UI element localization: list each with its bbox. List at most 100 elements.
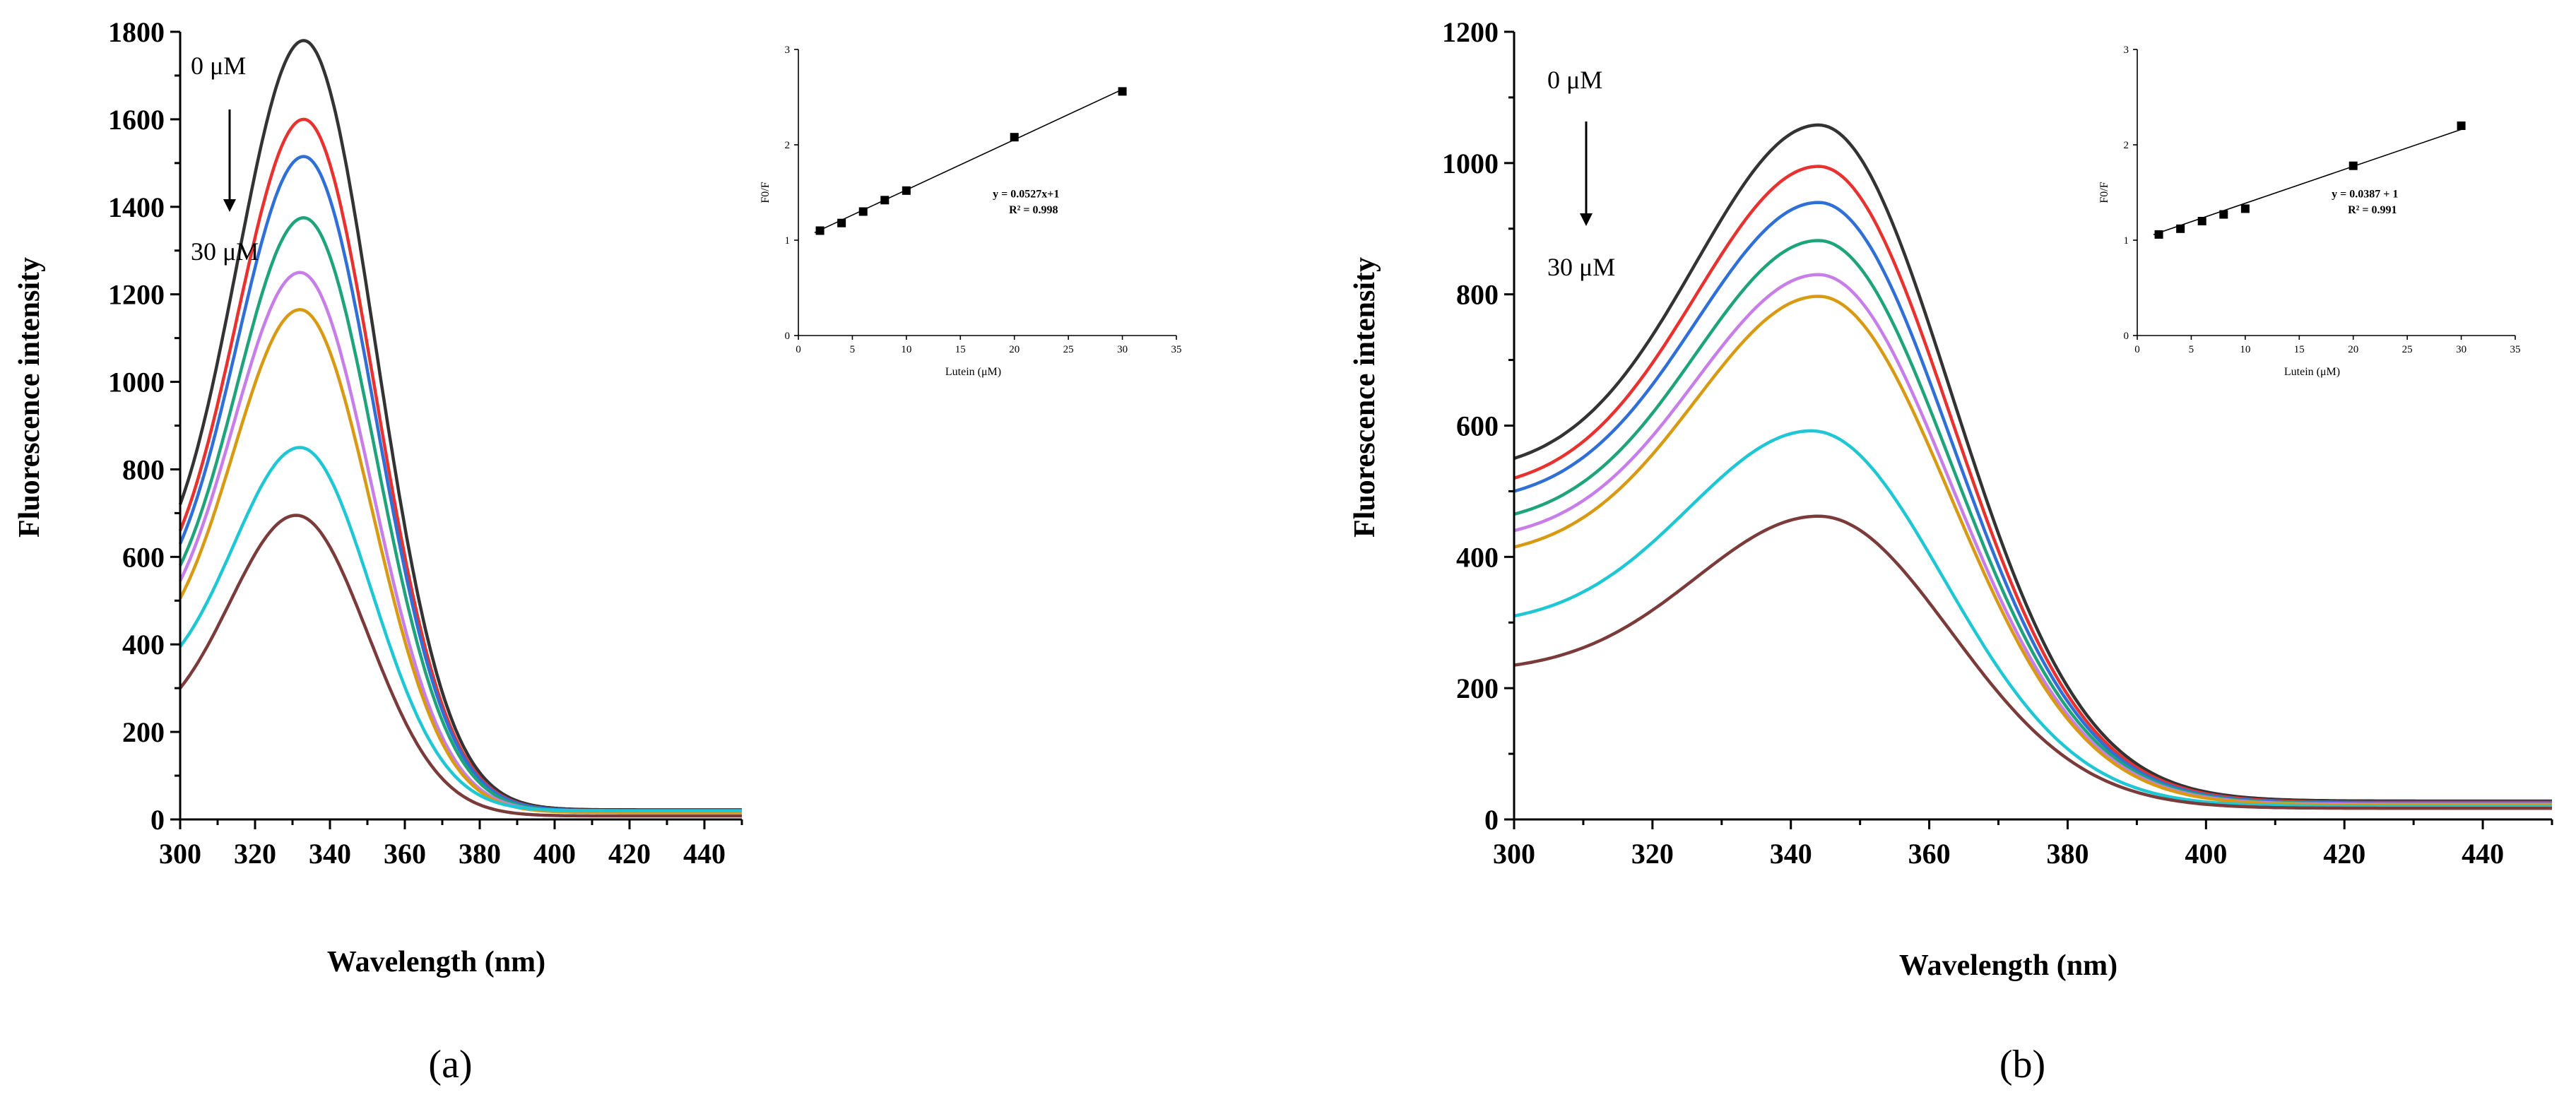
- inset-y-title: F0/F: [2098, 182, 2110, 203]
- arrow-bottom-label: 30 μM: [191, 237, 259, 266]
- x-tick-label: 300: [1493, 838, 1535, 870]
- inset-data-point: [880, 196, 890, 205]
- y-tick-label: 800: [122, 454, 165, 485]
- inset-x-tick-label: 25: [1063, 344, 1074, 355]
- inset-data-point: [1010, 133, 1019, 142]
- y-tick-label: 1000: [108, 367, 165, 398]
- inset-y-tick-label: 3: [2124, 45, 2129, 56]
- arrow-top-label: 0 μM: [191, 52, 246, 80]
- arrow-bottom-label: 30 μM: [1547, 253, 1615, 281]
- inset-x-tick-label: 5: [850, 344, 856, 355]
- series-line: [178, 216, 742, 814]
- inset-x-tick-label: 35: [1171, 344, 1182, 355]
- x-tick-label: 440: [683, 838, 726, 870]
- y-tick-label: 200: [1456, 672, 1499, 704]
- inset-data-point: [2154, 230, 2163, 239]
- series-line: [1513, 239, 2552, 805]
- panel-label: (a): [428, 1043, 472, 1086]
- arrow-head: [1580, 213, 1593, 226]
- inset-data-point: [2240, 204, 2250, 213]
- inset-x-tick-label: 35: [2510, 344, 2521, 355]
- inset-x-tick-label: 10: [2240, 344, 2250, 355]
- series-line: [179, 446, 742, 812]
- series-line: [178, 308, 742, 814]
- series-line: [178, 39, 742, 812]
- inset-y-tick-label: 1: [785, 235, 791, 247]
- inset-data-point: [858, 207, 868, 216]
- inset-data-point: [2219, 210, 2228, 219]
- y-tick-label: 400: [1456, 541, 1499, 573]
- inset-x-tick-label: 20: [1009, 344, 1020, 355]
- inset-r2: R² = 0.998: [1009, 204, 1058, 216]
- x-tick-label: 360: [384, 838, 426, 870]
- inset-x-title: Lutein (μM): [2284, 366, 2340, 378]
- inset-data-point: [1118, 87, 1127, 96]
- series-line: [1513, 165, 2552, 805]
- inset-equation: y = 0.0387 + 1: [2332, 188, 2398, 200]
- y-tick-label: 1400: [108, 191, 165, 223]
- x-tick-label: 400: [2185, 838, 2227, 870]
- inset-r2: R² = 0.991: [2348, 204, 2397, 216]
- inset-x-tick-label: 30: [1117, 344, 1128, 355]
- y-tick-label: 200: [122, 716, 165, 748]
- inset-x-tick-label: 20: [2348, 344, 2358, 355]
- inset-x-tick-label: 25: [2402, 344, 2413, 355]
- inset-x-tick-label: 15: [2294, 344, 2305, 355]
- inset-y-tick-label: 2: [785, 140, 791, 151]
- inset-x-title: Lutein (μM): [945, 366, 1001, 378]
- series-line: [179, 514, 742, 818]
- inset-x-tick-label: 10: [901, 344, 911, 355]
- inset-data-point: [2176, 224, 2185, 233]
- x-tick-label: 380: [459, 838, 501, 870]
- x-tick-label: 400: [533, 838, 576, 870]
- inset-y-tick-label: 3: [785, 45, 791, 56]
- y-tick-label: 1600: [108, 104, 165, 136]
- x-tick-label: 300: [159, 838, 201, 870]
- x-tick-label: 340: [1770, 838, 1812, 870]
- x-tick-label: 420: [608, 838, 651, 870]
- y-tick-label: 800: [1456, 279, 1499, 311]
- series-line: [1513, 514, 2552, 810]
- arrow-top-label: 0 μM: [1547, 66, 1602, 94]
- inset-x-tick-label: 5: [2189, 344, 2194, 355]
- inset-y-title: F0/F: [760, 182, 772, 203]
- inset-x-tick-label: 0: [796, 344, 801, 355]
- x-tick-label: 320: [234, 838, 276, 870]
- x-axis-title: Wavelength (nm): [327, 946, 545, 978]
- inset-data-point: [2197, 217, 2206, 225]
- inset-data-point: [2348, 161, 2358, 170]
- inset-y-tick-label: 1: [2124, 235, 2129, 247]
- y-tick-label: 1200: [1442, 16, 1499, 48]
- series-line: [178, 117, 742, 812]
- inset-data-point: [2457, 122, 2466, 130]
- inset-x-tick-label: 30: [2456, 344, 2466, 355]
- series-line: [1513, 123, 2552, 803]
- x-axis-title: Wavelength (nm): [1899, 949, 2117, 982]
- inset-x-tick-label: 0: [2134, 344, 2140, 355]
- inset-data-point: [815, 226, 825, 235]
- inset-y-tick-label: 0: [785, 331, 791, 342]
- series-line: [1513, 273, 2552, 806]
- y-tick-label: 1000: [1442, 148, 1499, 179]
- inset-y-tick-label: 2: [2124, 140, 2129, 151]
- y-tick-label: 1200: [108, 279, 165, 311]
- x-tick-label: 340: [309, 838, 351, 870]
- arrow-head: [223, 199, 236, 212]
- y-tick-label: 0: [1484, 804, 1499, 836]
- y-tick-label: 0: [150, 804, 165, 836]
- y-tick-label: 600: [122, 541, 165, 573]
- series-line: [1513, 429, 2552, 808]
- inset-data-point: [902, 186, 911, 195]
- y-tick-label: 400: [122, 629, 165, 660]
- inset-data-point: [837, 218, 846, 227]
- panel-label: (b): [1999, 1043, 2045, 1086]
- x-tick-label: 440: [2462, 838, 2504, 870]
- x-tick-label: 380: [2046, 838, 2088, 870]
- y-tick-label: 1800: [108, 16, 165, 48]
- inset-y-tick-label: 0: [2124, 331, 2129, 342]
